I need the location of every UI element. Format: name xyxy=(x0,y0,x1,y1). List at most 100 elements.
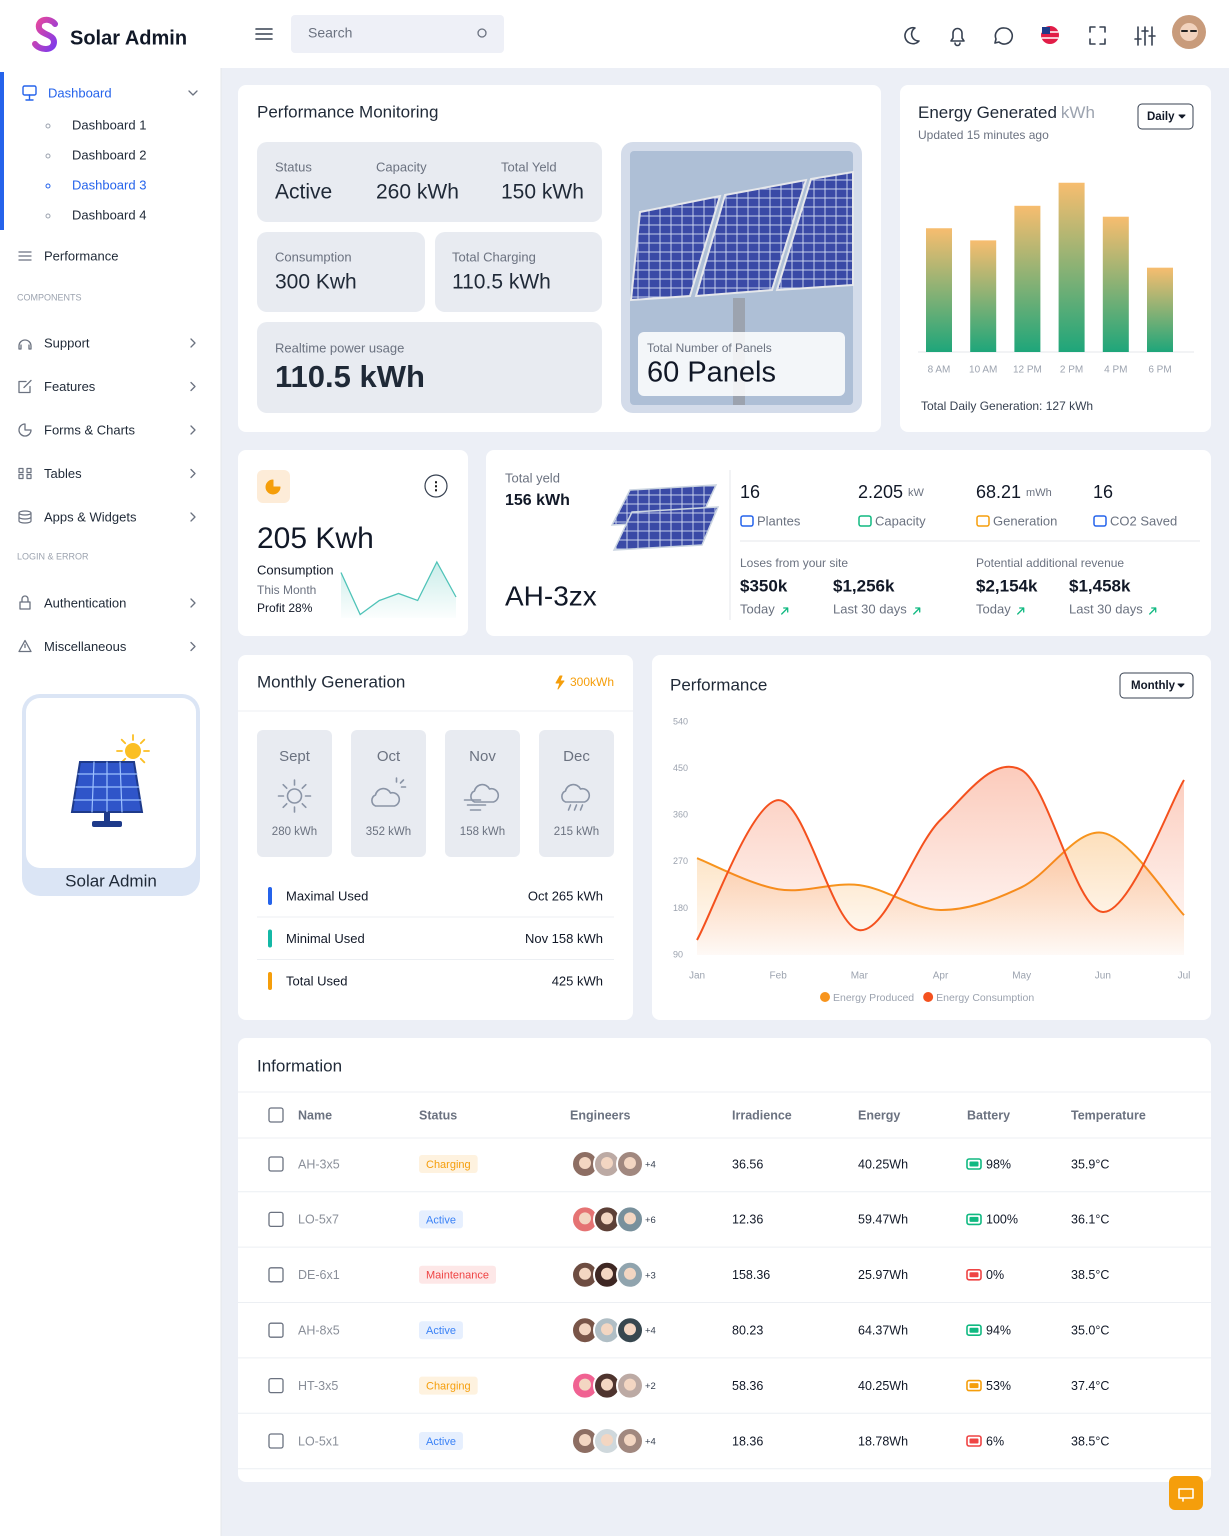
nav-subitem[interactable]: Dashboard 2 xyxy=(72,147,146,162)
nav-item[interactable]: Features xyxy=(44,379,96,394)
money-period: Today xyxy=(976,601,1011,616)
chart-title: Energy Generated kWh xyxy=(918,103,1095,122)
nav-item[interactable]: Support xyxy=(44,335,90,350)
nav-subitem[interactable]: Dashboard 3 xyxy=(72,177,146,192)
icon xyxy=(18,639,32,653)
engineer-extra: +6 xyxy=(645,1215,656,1226)
x-tick-label: Jan xyxy=(689,971,705,982)
cell: 36.56 xyxy=(732,1157,763,1171)
moon-icon[interactable] xyxy=(904,26,920,45)
status-text: Charging xyxy=(426,1159,471,1171)
nav-item[interactable]: Forms & Charts xyxy=(44,422,136,437)
legend-label: Energy Consumption xyxy=(936,992,1034,1004)
chart-title-text: Energy Generated xyxy=(918,103,1057,122)
group-title: Potential additional revenue xyxy=(976,556,1124,570)
stat-label: Realtime power usage xyxy=(275,340,404,355)
site-label: Total yeld xyxy=(505,470,560,485)
cell: 35.9°C xyxy=(1071,1157,1109,1171)
metric-icon xyxy=(858,515,872,527)
cell: 158.36 xyxy=(732,1268,770,1282)
stat-box xyxy=(257,322,602,413)
checkbox[interactable] xyxy=(268,1156,284,1172)
cell: 18.78Wh xyxy=(858,1434,908,1448)
metric-number: 2.205 xyxy=(858,482,903,502)
cell-name: HT-3x5 xyxy=(298,1379,338,1393)
bar xyxy=(926,228,952,352)
trend-arrow xyxy=(913,607,921,615)
summary-label: Maximal Used xyxy=(286,888,368,903)
column-header: Engineers xyxy=(570,1108,630,1122)
panel-stand xyxy=(104,812,110,822)
nav-item[interactable]: Performance xyxy=(44,248,118,263)
engineer-avatar-face xyxy=(624,1212,636,1225)
cell-name: DE-6x1 xyxy=(298,1268,340,1282)
metric-number: 16 xyxy=(1093,482,1113,502)
fullscreen-icon[interactable] xyxy=(1089,26,1106,45)
nav-subitem[interactable]: Dashboard 4 xyxy=(72,207,146,222)
filter-label: Monthly xyxy=(1131,680,1176,692)
cell: 38.5°C xyxy=(1071,1268,1109,1282)
column-header: Temperature xyxy=(1071,1108,1146,1122)
status-text: Active xyxy=(426,1436,456,1448)
checkbox[interactable] xyxy=(268,1211,284,1228)
metric-value: 16 xyxy=(740,482,760,502)
engineer-avatar-face xyxy=(601,1434,613,1446)
status-text: Active xyxy=(426,1214,456,1226)
sun-ray xyxy=(139,757,146,764)
month-name: Oct xyxy=(377,748,401,765)
x-tick-label: 10 AM xyxy=(969,365,997,376)
engineer-avatar-face xyxy=(579,1378,591,1391)
engineer-extra: +2 xyxy=(645,1381,656,1392)
search-box[interactable] xyxy=(291,15,504,53)
engineer-avatar-face xyxy=(624,1434,636,1446)
floating-button[interactable] xyxy=(1169,1476,1203,1510)
icon xyxy=(18,339,32,350)
nav-item[interactable]: Dashboard xyxy=(48,85,112,100)
checkbox[interactable] xyxy=(268,1267,284,1283)
line-series xyxy=(340,560,457,616)
checkbox[interactable] xyxy=(268,1322,284,1338)
nav-item[interactable]: Tables xyxy=(44,466,82,481)
sun xyxy=(125,743,141,759)
battery-icon xyxy=(966,1435,982,1447)
checkbox[interactable] xyxy=(268,1107,284,1123)
metric-value: 2.205 kW xyxy=(858,482,925,502)
card xyxy=(238,1038,1211,1482)
stat-value: 260 kWh xyxy=(376,181,459,204)
card xyxy=(238,655,633,1020)
brand-name: Solar Admin xyxy=(70,27,187,49)
chat-icon[interactable] xyxy=(994,27,1014,45)
nav-item[interactable]: Apps & Widgets xyxy=(44,509,137,524)
money-value: $1,256k xyxy=(833,576,895,595)
chevron xyxy=(190,338,196,348)
bolt-icon xyxy=(555,675,565,690)
y-tick-label: 90 xyxy=(673,949,683,959)
stat-value: 300 Kwh xyxy=(275,271,357,294)
nav-bullet xyxy=(45,183,51,189)
trend-arrow xyxy=(1017,607,1025,615)
battery-level xyxy=(969,1161,979,1167)
checkbox[interactable] xyxy=(268,1377,284,1394)
metric-value: 16 xyxy=(1093,482,1113,502)
cell-name: AH-3x5 xyxy=(298,1157,340,1171)
metric-unit: kW xyxy=(908,487,925,499)
stat-label: Total Yeld xyxy=(501,159,557,174)
stat-label: Capacity xyxy=(376,159,427,174)
settings-icon[interactable] xyxy=(1134,26,1156,46)
card-title: Performance Monitoring xyxy=(257,102,438,121)
filter-button[interactable] xyxy=(1119,672,1194,699)
trend-arrow xyxy=(1149,607,1157,615)
line-series xyxy=(696,765,1185,941)
weather-rain xyxy=(567,804,584,811)
chevron xyxy=(190,425,196,435)
nav-item[interactable]: Miscellaneous xyxy=(44,639,127,654)
nav-item[interactable]: Authentication xyxy=(44,595,126,610)
month-value: 280 kWh xyxy=(272,826,317,838)
bell-icon[interactable] xyxy=(950,27,965,47)
cell: 25.97Wh xyxy=(858,1268,908,1282)
checkbox[interactable] xyxy=(268,1433,284,1449)
stat-value: Active xyxy=(275,181,332,204)
nav-subitem[interactable]: Dashboard 1 xyxy=(72,117,146,132)
month-box xyxy=(445,730,520,857)
filter-button[interactable] xyxy=(1137,103,1194,130)
